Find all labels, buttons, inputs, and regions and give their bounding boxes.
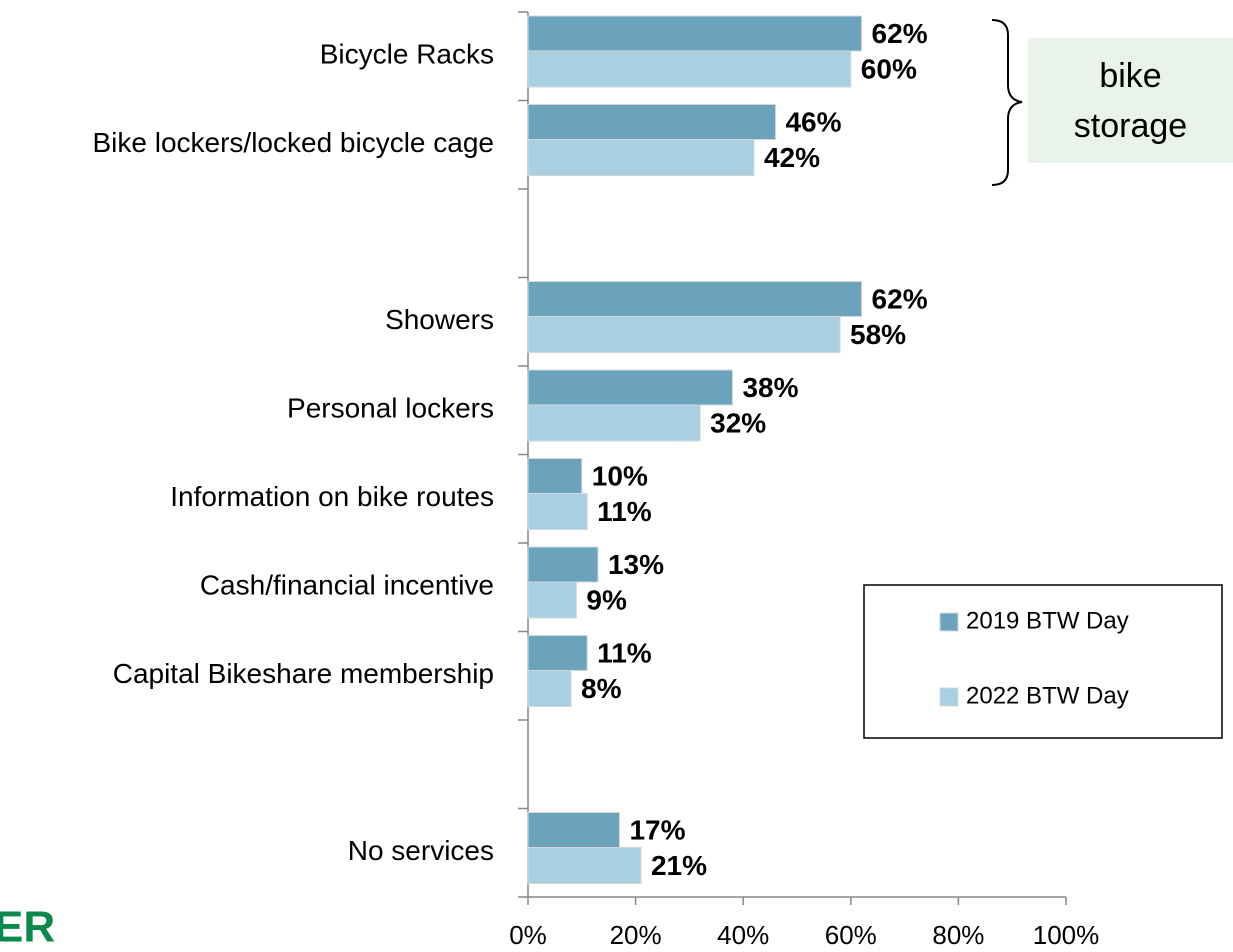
y-tick-label: Bicycle Racks — [320, 39, 494, 70]
x-tick-label: 100% — [1033, 920, 1100, 950]
value-label: 60% — [861, 53, 917, 84]
y-tick-label: Bike lockers/locked bicycle cage — [92, 127, 494, 158]
legend-swatch — [939, 612, 959, 632]
brace — [991, 19, 1023, 186]
legend-label: 2022 BTW Day — [966, 682, 1129, 709]
value-label: 13% — [608, 549, 664, 580]
bar — [527, 670, 572, 707]
value-label: 46% — [785, 106, 841, 137]
value-label: 62% — [872, 283, 928, 314]
bar — [527, 493, 588, 530]
value-label: 32% — [710, 407, 766, 438]
value-label: 58% — [850, 319, 906, 350]
y-tick-label: Personal lockers — [287, 393, 494, 424]
bar — [527, 15, 863, 52]
annotation: bike storage — [1028, 38, 1233, 163]
value-label: 62% — [872, 18, 928, 49]
bar — [527, 404, 701, 442]
bar — [527, 104, 776, 140]
y-tick-label: No services — [348, 835, 494, 866]
bar — [527, 281, 863, 317]
x-tick-label: 0% — [509, 920, 547, 950]
bar — [527, 812, 620, 848]
value-label: 42% — [764, 142, 820, 173]
y-tick-label: Information on bike routes — [170, 481, 494, 512]
value-label: 11% — [597, 496, 652, 527]
value-label: 9% — [586, 584, 627, 615]
value-label: 21% — [651, 850, 707, 881]
logo: ER — [0, 903, 55, 952]
y-tick-label: Showers — [385, 304, 494, 335]
value-label: 38% — [742, 372, 798, 403]
x-tick-label: 60% — [825, 920, 877, 950]
legend-swatch — [939, 687, 959, 707]
legend-box — [863, 584, 1223, 739]
y-tick-label: Cash/financial incentive — [200, 570, 494, 601]
value-label: 11% — [597, 637, 652, 668]
bar — [527, 316, 841, 353]
bar — [527, 581, 577, 619]
y-tick-label: Capital Bikeshare membership — [113, 658, 494, 689]
bar — [527, 546, 599, 583]
x-tick-label: 40% — [717, 920, 769, 950]
bar — [527, 369, 733, 406]
value-label: 8% — [581, 673, 622, 704]
x-tick-label: 20% — [610, 920, 662, 950]
bar — [527, 847, 642, 884]
bar — [527, 458, 583, 494]
x-tick-label: 80% — [932, 920, 984, 950]
bar — [527, 635, 588, 671]
bar — [527, 50, 852, 88]
legend-label: 2019 BTW Day — [966, 607, 1129, 634]
value-label: 17% — [629, 814, 685, 845]
bar — [527, 139, 755, 176]
value-label: 10% — [592, 460, 648, 491]
